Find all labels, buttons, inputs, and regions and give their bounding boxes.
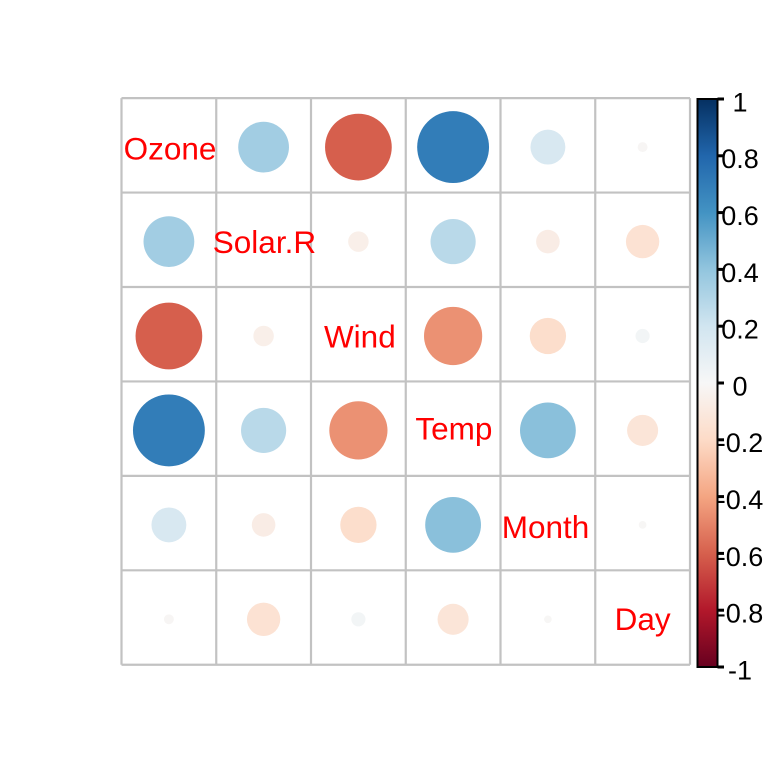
svg-text:-1: -1 (728, 655, 752, 685)
svg-text:-0.4: -0.4 (717, 485, 764, 515)
svg-text:0.8: 0.8 (721, 144, 759, 174)
svg-text:Day: Day (615, 601, 671, 637)
svg-text:Temp: Temp (415, 411, 492, 447)
svg-text:0.2: 0.2 (721, 315, 759, 345)
svg-text:0: 0 (732, 371, 747, 401)
svg-text:-0.8: -0.8 (717, 599, 764, 629)
svg-text:Month: Month (502, 509, 590, 545)
svg-text:0.6: 0.6 (721, 201, 759, 231)
svg-text:-0.6: -0.6 (717, 542, 764, 572)
svg-text:1: 1 (732, 87, 747, 117)
svg-text:Wind: Wind (324, 319, 396, 355)
svg-text:-0.2: -0.2 (717, 428, 764, 458)
svg-text:Ozone: Ozone (124, 131, 217, 167)
svg-text:0.4: 0.4 (721, 258, 759, 288)
svg-text:Solar.R: Solar.R (213, 224, 316, 260)
